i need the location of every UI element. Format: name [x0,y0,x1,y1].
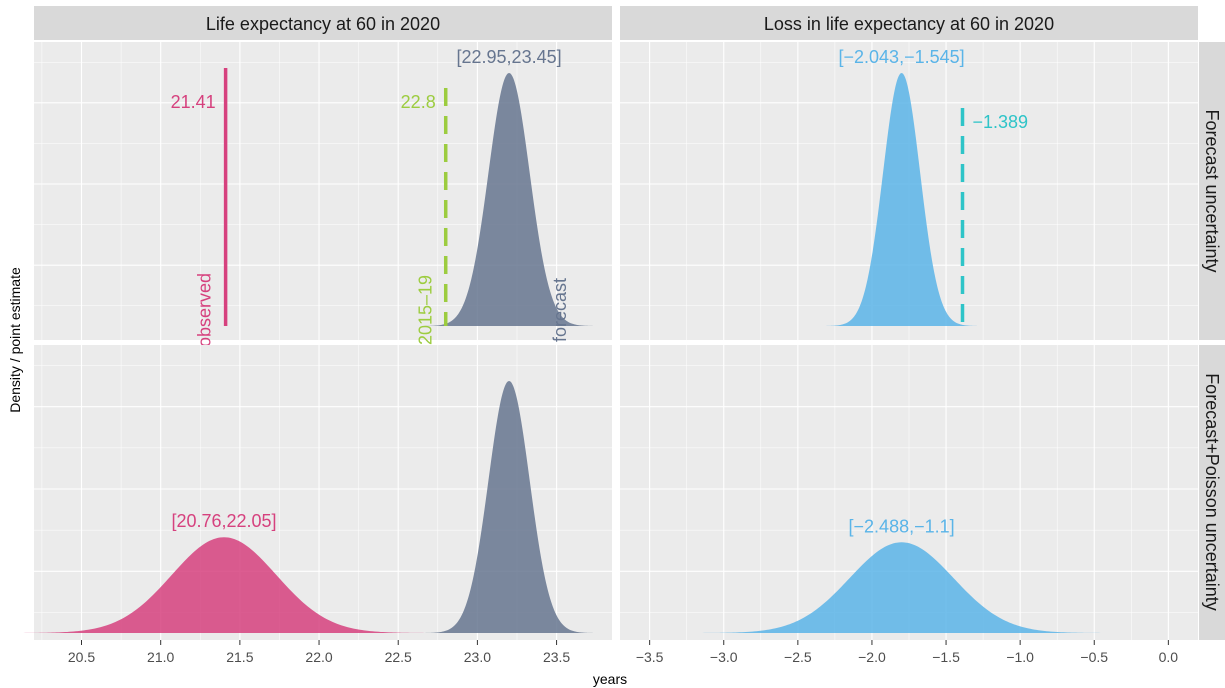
x-tick-label: 0.0 [1159,649,1179,665]
panel-life-expectancy-forecast: [22.95,23.45] 21.41 22.8 observed 2015–19 for… [34,42,612,347]
x-tick-label: 22.5 [385,649,412,665]
x-tick-label: 20.5 [68,649,95,665]
strip-column-1 [34,6,612,40]
vline-value-observed: 21.41 [171,92,216,112]
y-axis-title: Density / point estimate [7,267,23,413]
x-axis-title: years [593,671,627,687]
x-tick-label: −3.5 [636,649,664,665]
interval-label-forecast: [22.95,23.45] [457,47,562,67]
x-axis-ticks-left: 20.5 21.0 21.5 22.0 22.5 23.0 23.5 [68,640,570,665]
strip-row-2 [1199,345,1225,640]
strip-column-2-label: Loss in life expectancy at 60 in 2020 [764,14,1054,34]
x-tick-label: −1.0 [1006,649,1034,665]
x-tick-label: −2.5 [784,649,812,665]
x-tick-label: 22.0 [305,649,332,665]
panel-life-expectancy-forecast-poisson: [20.76,22.05] [4,345,612,640]
x-tick-label: 23.5 [543,649,570,665]
x-axis-ticks-right: −3.5 −3.0 −2.5 −2.0 −1.5 −1.0 −0.5 0.0 [636,640,1178,665]
strip-row-1-label: Forecast uncertainty [1202,109,1222,272]
vline-value-observed-loss: −1.389 [973,112,1029,132]
x-tick-label: −1.5 [932,649,960,665]
interval-label-observed: [20.76,22.05] [171,511,276,531]
density-forecast [422,73,596,326]
strip-row-2-label: Forecast+Poisson uncertainty [1202,373,1222,611]
annotation-2015-19: 2015–19 [416,275,436,345]
x-tick-label: −0.5 [1080,649,1108,665]
x-tick-label: −2.0 [858,649,886,665]
density-forecast [422,381,596,633]
strip-column-1-label: Life expectancy at 60 in 2020 [206,14,440,34]
panel-loss-forecast: [−2.043,−1.545] −1.389 [620,42,1198,340]
x-tick-label: 23.0 [464,649,491,665]
x-tick-label: 21.5 [226,649,253,665]
vline-value-2015-19: 22.8 [401,92,436,112]
x-tick-label: 21.0 [147,649,174,665]
strip-row-1 [1199,42,1225,340]
panel-loss-forecast-poisson: [−2.488,−1.1] [620,345,1198,640]
interval-label-loss: [−2.488,−1.1] [849,516,955,536]
annotation-observed: observed [195,273,215,347]
interval-label-loss: [−2.043,−1.545] [839,47,965,67]
strip-column-2 [620,6,1198,40]
density-observed [4,537,444,633]
x-tick-label: −3.0 [710,649,738,665]
density-loss [683,542,1120,633]
annotation-forecast: forecast [550,278,570,342]
density-loss [823,73,980,326]
